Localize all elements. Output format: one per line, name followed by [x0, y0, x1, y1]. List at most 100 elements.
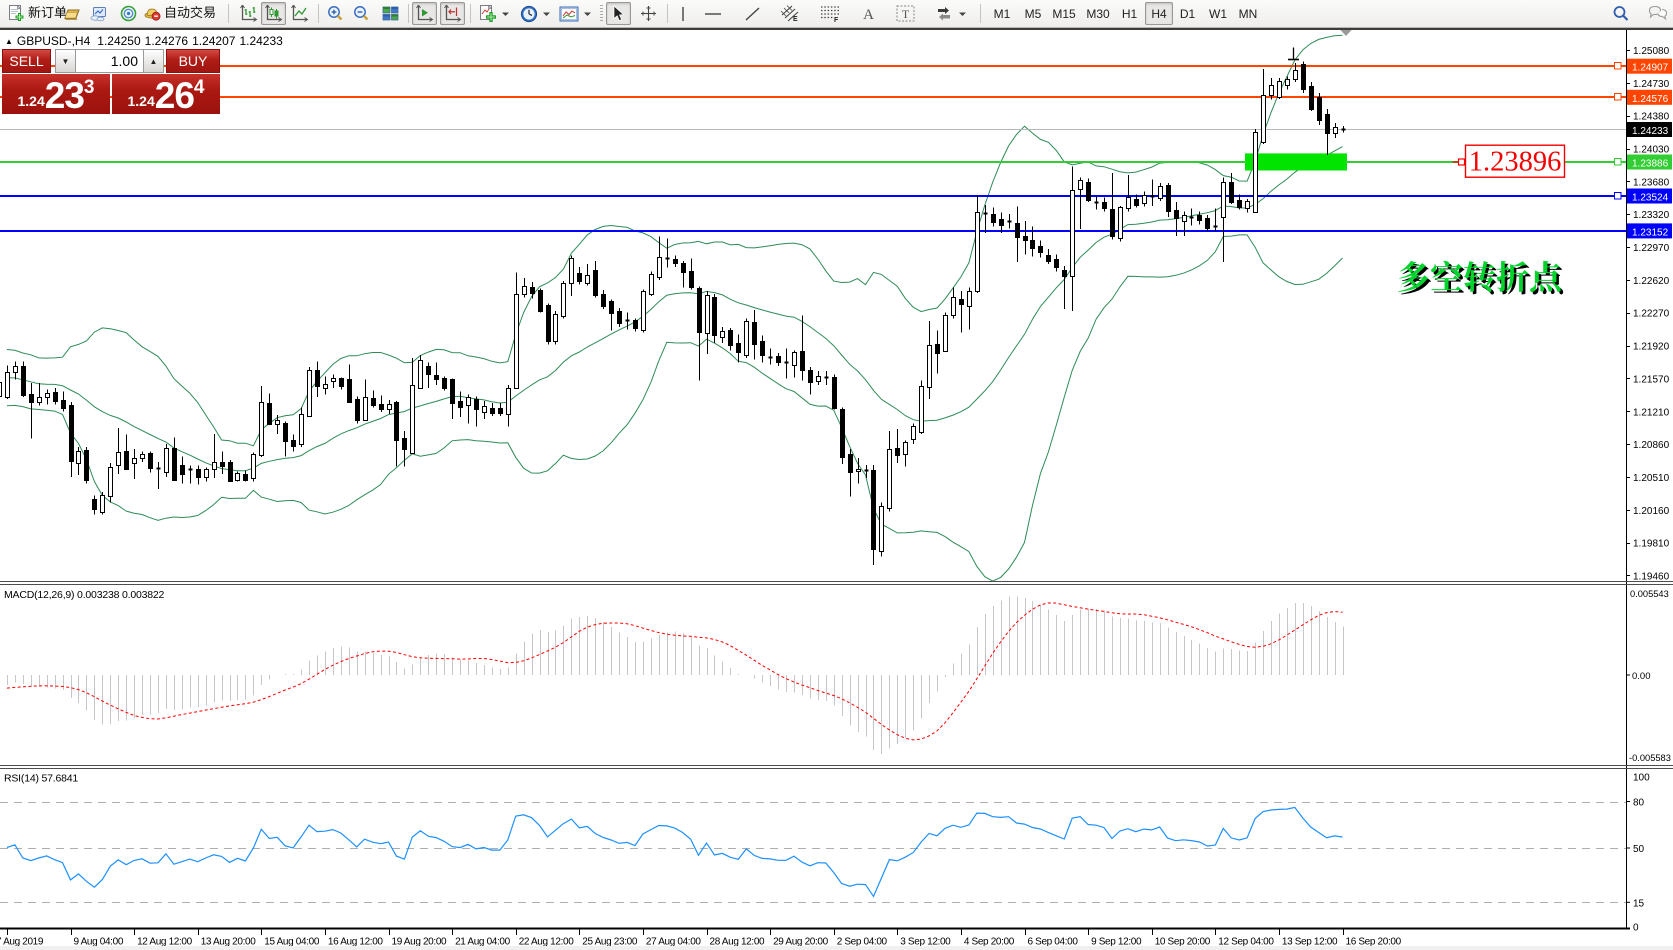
time-axis: 7 Aug 2019 9 Aug 04:00 12 Aug 12:00 13 Aug …: [0, 929, 1402, 948]
chart-shift-button[interactable]: [440, 2, 465, 25]
text-label-button[interactable]: T: [893, 2, 918, 25]
timeframe-H4[interactable]: H4: [1145, 2, 1173, 25]
chart-shift-marker[interactable]: [1340, 30, 1352, 36]
buy-price-sup: 4: [193, 77, 205, 98]
volume-input[interactable]: [76, 49, 143, 73]
zoom-out-button[interactable]: [348, 2, 373, 25]
fibonacci-icon-shape: [821, 6, 839, 19]
annotation-glyph[interactable]: [1496, 260, 1529, 292]
cursor-button[interactable]: [606, 2, 631, 25]
hline-marker[interactable]: [1613, 92, 1622, 101]
highlight-rectangle[interactable]: [1245, 153, 1347, 171]
zoom-in-button[interactable]: [322, 2, 347, 25]
bar-chart-type-button[interactable]: [236, 2, 261, 25]
price-tag-anchor-marker[interactable]: [1457, 158, 1466, 166]
periods-icon: [520, 5, 537, 22]
annotation-glyph[interactable]: [1530, 260, 1561, 292]
annotation-glyph[interactable]: [1463, 260, 1496, 292]
annotation-glyph[interactable]: [1398, 261, 1429, 292]
text-button[interactable]: A: [856, 2, 881, 25]
candle-bear: [1110, 209, 1115, 237]
line-chart-type-button[interactable]: [287, 2, 312, 25]
time-label: 9 Sep 12:00: [1091, 937, 1142, 948]
horizontal-line-button[interactable]: [701, 2, 725, 25]
market-watch-button[interactable]: [86, 2, 111, 25]
volume-decrease-button[interactable]: ▼: [55, 49, 76, 73]
crosshair-icon: [641, 6, 656, 21]
annotation-glyph[interactable]: [1431, 260, 1463, 291]
crosshair-icon-shape: [642, 7, 655, 20]
candle-bull: [418, 360, 423, 389]
timeframe-W1[interactable]: W1: [1209, 6, 1227, 21]
autotrading-button[interactable]: [143, 2, 219, 25]
chat-button[interactable]: [1642, 2, 1672, 25]
price-badge-1.24576: 1.24576: [1632, 94, 1669, 105]
indicators-button[interactable]: [475, 2, 513, 25]
bar-chart-icon-shape: [241, 6, 256, 21]
price-badge-1.23152: 1.23152: [1632, 227, 1669, 238]
auto-scroll-button[interactable]: [412, 2, 437, 25]
hline-marker[interactable]: [1613, 191, 1622, 200]
price-badge-1.23886-bg: [1627, 154, 1672, 170]
candle-bull: [879, 506, 884, 552]
vertical-line-button[interactable]: [671, 2, 695, 25]
crosshair-button[interactable]: [636, 2, 661, 25]
candle-bull: [5, 372, 10, 398]
timeframe-M15[interactable]: M15: [1052, 6, 1076, 21]
timeframe-MN[interactable]: MN: [1238, 6, 1258, 21]
timeframe-M1[interactable]: M1: [993, 6, 1011, 21]
bar-chart-icon-shape: [244, 7, 255, 17]
zoom-in-icon-shape: [336, 14, 342, 20]
annotation-glyph[interactable]: [1466, 263, 1498, 295]
timeframe-H1[interactable]: H1: [1121, 6, 1138, 21]
candle-bear: [243, 474, 248, 481]
chart-canvas[interactable]: 1.250801.247301.243801.240301.236801.233…: [0, 30, 1673, 950]
price-badge-1.23524-bg: [1627, 188, 1672, 204]
charts-folder-button[interactable]: [59, 2, 84, 25]
equidistant-channel-icon: E: [780, 5, 799, 22]
hline-marker[interactable]: [1613, 61, 1622, 70]
sell-price[interactable]: 1.24 23 3: [2, 74, 110, 114]
toolbar-separator: [318, 4, 319, 23]
candlestick-chart-type-button[interactable]: [261, 2, 286, 25]
volume-increase-button[interactable]: ▲: [143, 49, 164, 73]
trendline-icon: [745, 6, 759, 21]
candle-bear: [673, 259, 678, 264]
buy-price[interactable]: 1.24 26 4: [112, 74, 220, 114]
timeframe-M30[interactable]: M30: [1086, 6, 1110, 21]
equidistant-channel-button[interactable]: E: [777, 2, 803, 25]
time-label: 16 Aug 12:00: [328, 937, 384, 948]
search-button[interactable]: [1608, 2, 1633, 25]
buy-button[interactable]: BUY: [166, 49, 220, 73]
new-order-button[interactable]: [2, 2, 74, 25]
price-tag-box[interactable]: [1464, 144, 1566, 178]
periods-button[interactable]: [516, 2, 554, 25]
templates-button[interactable]: [556, 2, 594, 25]
hline-marker[interactable]: [1613, 157, 1622, 166]
candle-bear: [538, 290, 543, 312]
price-scale-label: 1.24030: [1633, 145, 1670, 156]
new-order-icon-shape: [11, 13, 16, 14]
tile-windows-button[interactable]: [378, 2, 403, 25]
arrows-button[interactable]: [931, 2, 971, 25]
candle-bull: [100, 495, 105, 513]
annotation-glyph[interactable]: [1400, 263, 1432, 295]
rsi-scale-label: 100: [1633, 773, 1650, 784]
candle-bull: [132, 458, 137, 464]
chart-title-open: 1.24250: [97, 34, 141, 48]
timeframe-D1[interactable]: D1: [1179, 6, 1196, 21]
toolbar-drag-handle[interactable]: [600, 5, 603, 22]
cjk-glyph: [41, 5, 54, 18]
timeframe-M5[interactable]: M5: [1024, 6, 1042, 21]
trendline-button[interactable]: [740, 2, 764, 25]
bar-chart-icon-shape: [239, 5, 257, 22]
new-order-icon-shape: [9, 5, 21, 20]
signals-button[interactable]: [116, 2, 141, 25]
collapse-icon[interactable]: ▲: [5, 36, 13, 46]
sell-button[interactable]: SELL: [2, 49, 51, 73]
candle-bull: [1078, 180, 1083, 190]
arrows-dropdown-icon: [959, 12, 966, 16]
fibonacci-button[interactable]: F: [817, 2, 843, 25]
bollinger-upper-band: [6, 34, 1343, 447]
candle-bull: [927, 345, 932, 388]
